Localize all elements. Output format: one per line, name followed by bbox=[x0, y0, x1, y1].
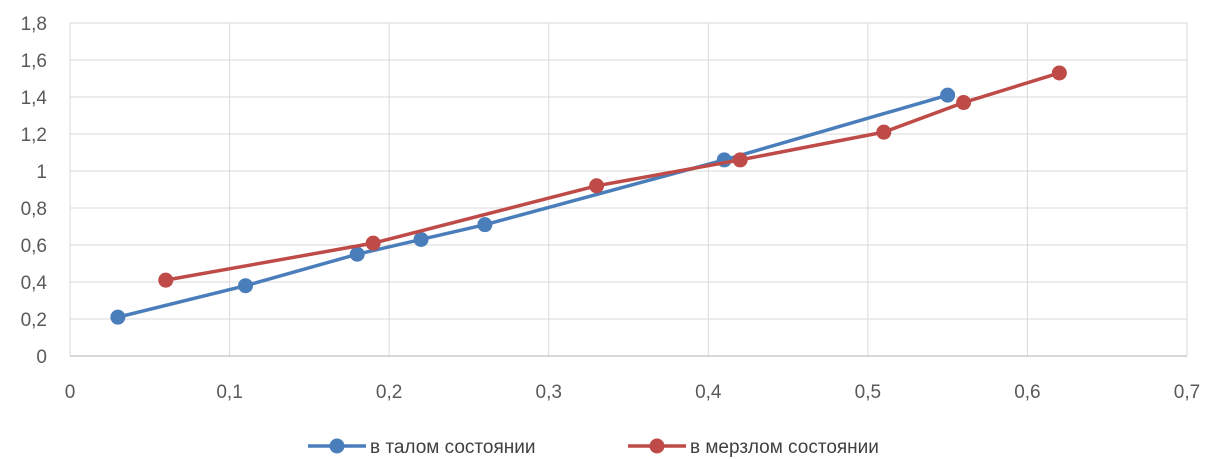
data-point bbox=[956, 95, 972, 111]
data-point bbox=[589, 178, 605, 194]
legend-marker bbox=[329, 438, 345, 454]
data-point bbox=[1051, 65, 1067, 81]
legend-item: в талом состоянии bbox=[308, 437, 535, 458]
data-point bbox=[477, 217, 493, 233]
data-point bbox=[110, 309, 126, 325]
y-tick-label: 0,6 bbox=[21, 236, 47, 257]
x-tick-label: 0,3 bbox=[536, 382, 562, 403]
y-tick-label: 1,8 bbox=[21, 14, 47, 35]
data-point bbox=[349, 246, 365, 262]
x-tick-label: 0,4 bbox=[695, 382, 722, 403]
y-tick-label: 0,4 bbox=[21, 273, 48, 294]
data-point bbox=[940, 87, 956, 103]
x-tick-label: 0,1 bbox=[216, 382, 242, 403]
series-line bbox=[163, 71, 1062, 282]
data-point bbox=[158, 272, 174, 288]
x-tick-label: 0,5 bbox=[855, 382, 881, 403]
data-point bbox=[876, 124, 892, 140]
data-point bbox=[413, 231, 429, 247]
legend-label: в талом состоянии bbox=[370, 437, 535, 458]
data-point bbox=[732, 152, 748, 168]
data-point bbox=[238, 278, 254, 294]
legend: в талом состоянии в мерзлом состоянии bbox=[308, 437, 879, 458]
x-tick-label: 0,7 bbox=[1174, 382, 1200, 403]
data-point bbox=[365, 235, 381, 251]
legend-item: в мерзлом состоянии bbox=[628, 437, 879, 458]
y-tick-label: 0 bbox=[36, 347, 47, 368]
axes bbox=[69, 23, 1188, 357]
y-tick-label: 1,2 bbox=[21, 125, 47, 146]
y-gridlines bbox=[70, 22, 1187, 320]
legend-marker bbox=[649, 438, 665, 454]
x-gridlines bbox=[229, 23, 1188, 356]
x-tick-label: 0 bbox=[65, 382, 76, 403]
x-tick-labels: 0 0,1 0,2 0,3 0,4 0,5 0,6 0,7 bbox=[65, 382, 1201, 403]
y-tick-label: 0,8 bbox=[21, 199, 47, 220]
x-tick-label: 0,2 bbox=[376, 382, 402, 403]
x-tick-label: 0,6 bbox=[1014, 382, 1040, 403]
series-1 bbox=[110, 87, 956, 325]
y-tick-label: 1,4 bbox=[21, 88, 48, 109]
y-tick-label: 0,2 bbox=[21, 310, 47, 331]
series-2 bbox=[158, 65, 1067, 288]
series-group bbox=[110, 65, 1067, 325]
y-tick-label: 1 bbox=[36, 162, 47, 183]
legend-label: в мерзлом состоянии bbox=[690, 437, 879, 458]
y-tick-labels: 0 0,2 0,4 0,6 0,8 1 1,2 1,4 1,6 1,8 bbox=[21, 14, 48, 368]
y-tick-label: 1,6 bbox=[21, 51, 47, 72]
